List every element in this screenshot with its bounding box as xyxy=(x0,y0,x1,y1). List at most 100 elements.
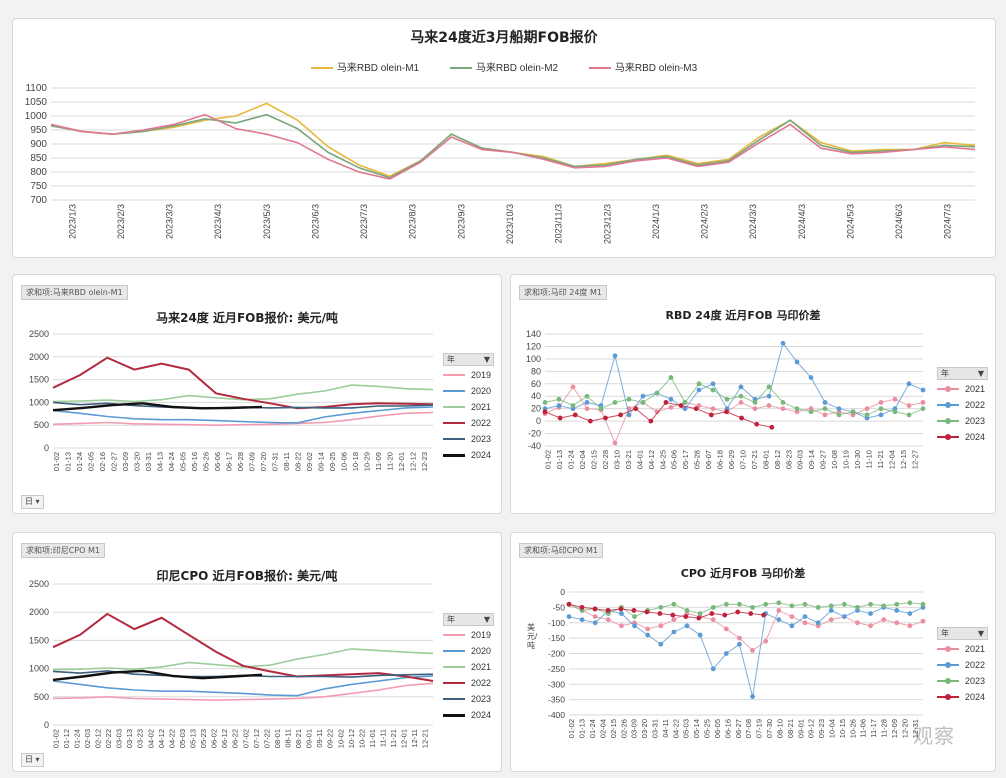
data-point-2022 xyxy=(868,611,873,616)
data-point-2021 xyxy=(780,406,786,412)
legend-item-2021: 2021 xyxy=(441,659,491,675)
y-tick-label: 500 xyxy=(34,420,49,430)
data-point-2023 xyxy=(697,611,703,616)
data-point-2021 xyxy=(855,620,860,626)
x-tick-label: 2024/2/3 xyxy=(700,204,710,239)
data-point-2023 xyxy=(737,601,742,607)
pivot-field-tag[interactable]: 求和项:印尼CPO M1 xyxy=(21,543,105,558)
data-point-2023 xyxy=(828,603,834,609)
y-tick-label: 500 xyxy=(34,692,49,702)
x-tick-label: 2023/6/3 xyxy=(310,204,320,239)
legend-swatch xyxy=(443,374,465,376)
data-point-2023 xyxy=(906,412,912,418)
filter-dropdown-icon[interactable]: ▼ xyxy=(483,615,490,624)
x-tick-label: 2024/1/3 xyxy=(651,204,661,239)
x-tick-label: 06-06 xyxy=(213,452,222,471)
y-tick-label: 700 xyxy=(30,195,47,206)
x-tick-label: 11-01 xyxy=(368,729,377,748)
pivot-field-tag[interactable]: 求和项:马印 24度 M1 xyxy=(519,285,607,300)
legend-label: 2019 xyxy=(471,370,492,380)
data-point-2021 xyxy=(822,412,828,418)
y-tick-label: 1000 xyxy=(25,111,48,122)
legend-label: 2022 xyxy=(471,418,492,428)
legend-label: 2022 xyxy=(965,400,986,410)
watermark: 观察 xyxy=(913,724,955,748)
legend-marker xyxy=(945,678,951,684)
filter-button-day[interactable]: 日 ▾ xyxy=(21,753,44,767)
legend-item-2020: 2020 xyxy=(441,383,491,399)
x-tick-label: 07-12 xyxy=(252,729,261,748)
filter-dropdown-icon[interactable]: ▼ xyxy=(977,369,984,378)
x-tick-label: 08-23 xyxy=(784,450,793,469)
data-point-2023 xyxy=(776,600,782,606)
pivot-field-tag[interactable]: 求和项:马印CPO M1 xyxy=(519,543,603,558)
legend-marker xyxy=(945,418,951,424)
legend-filter-year[interactable]: 年 ▼ xyxy=(937,627,988,640)
x-tick-label: 12-15 xyxy=(899,450,908,469)
series-line-2019 xyxy=(52,411,434,427)
legend-item-2024: 2024 xyxy=(441,447,491,463)
x-tick-label: 09-14 xyxy=(807,450,816,469)
x-tick-label: 02-28 xyxy=(601,450,610,469)
x-tick-label: 04-13 xyxy=(155,452,164,471)
y-tick-label: 1000 xyxy=(29,664,49,674)
y-tick-label: 2500 xyxy=(29,329,49,339)
x-tick-label: 08-11 xyxy=(284,729,293,748)
x-tick-label: 04-02 xyxy=(146,729,155,748)
x-tick-label: 06-29 xyxy=(727,450,736,469)
x-tick-label: 08-21 xyxy=(294,729,303,748)
data-point-2024 xyxy=(769,424,775,430)
data-point-2021 xyxy=(723,626,729,632)
legend-label: 2021 xyxy=(471,402,492,412)
legend-filter-year[interactable]: 年 ▼ xyxy=(443,353,494,366)
data-point-2022 xyxy=(878,412,884,418)
x-tick-label: 12-04 xyxy=(887,450,896,469)
x-tick-label: 09-27 xyxy=(819,450,828,469)
y-tick-label: 60 xyxy=(531,379,541,389)
legend-label: 2020 xyxy=(471,646,492,656)
data-point-2021 xyxy=(789,614,795,619)
y-tick-label: -100 xyxy=(548,618,565,628)
data-point-2023 xyxy=(724,396,730,402)
data-point-2024 xyxy=(587,418,593,424)
y-tick-label: 20 xyxy=(531,404,541,414)
pivot-field-tag[interactable]: 求和项:马来RBD olein-M1 xyxy=(21,285,128,300)
x-tick-label: 02-12 xyxy=(94,729,103,748)
legend-filter-year[interactable]: 年 ▼ xyxy=(443,613,494,626)
x-tick-label: 04-22 xyxy=(167,729,176,748)
data-point-2022 xyxy=(907,611,913,616)
y-tick-label: -250 xyxy=(548,664,565,674)
x-tick-label: 05-14 xyxy=(692,719,701,738)
series-line-2024 xyxy=(52,669,263,682)
filter-dropdown-icon[interactable]: ▼ xyxy=(977,629,984,638)
x-tick-label: 2024/4/3 xyxy=(797,204,807,239)
x-tick-label: 12-01 xyxy=(400,729,409,748)
y-tick-label: -400 xyxy=(548,710,565,720)
data-point-2023 xyxy=(542,400,548,405)
chart-title: 马来24度近3月船期FOB报价 xyxy=(410,30,598,46)
x-tick-label: 08-11 xyxy=(282,452,291,471)
legend-item-2021: 2021 xyxy=(935,381,985,397)
data-point-2023 xyxy=(878,406,884,412)
data-point-2021 xyxy=(920,400,926,405)
data-point-2022 xyxy=(794,359,800,365)
data-point-2023 xyxy=(766,384,772,390)
data-point-2022 xyxy=(579,617,585,623)
filter-button-day[interactable]: 日 ▾ xyxy=(21,495,44,509)
data-point-2023 xyxy=(598,406,604,412)
data-point-2021 xyxy=(737,635,742,641)
legend-filter-year[interactable]: 年 ▼ xyxy=(937,367,988,380)
legend-marker xyxy=(945,646,951,652)
legend-swatch xyxy=(443,438,465,440)
data-point-2024 xyxy=(648,418,654,424)
x-tick-label: 08-21 xyxy=(786,719,795,738)
legend-label: 2024 xyxy=(471,450,492,460)
x-tick-label: 12-11 xyxy=(410,729,419,748)
data-point-2022 xyxy=(738,384,744,390)
chart-panel-cpo-spread: 求和项:马印CPO M1 CPO 近月FOB 马印价差 美元/吨 年 ▼ 2021… xyxy=(510,532,996,772)
data-point-2023 xyxy=(682,400,688,405)
filter-dropdown-icon[interactable]: ▼ xyxy=(483,355,490,364)
legend-header-label: 年 xyxy=(447,355,455,364)
data-point-2021 xyxy=(828,617,834,623)
data-point-2023 xyxy=(789,603,795,609)
